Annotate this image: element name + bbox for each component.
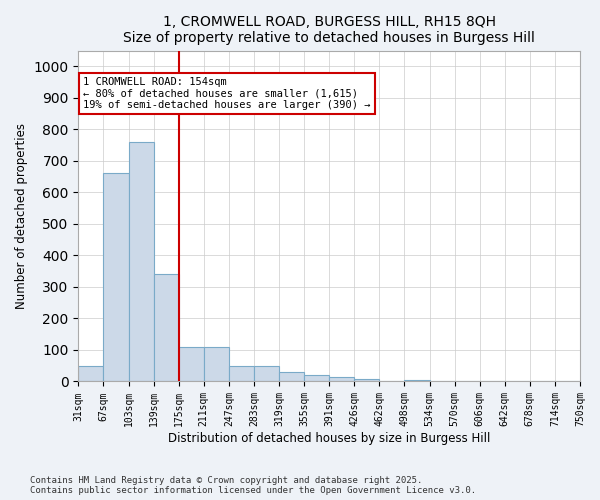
Title: 1, CROMWELL ROAD, BURGESS HILL, RH15 8QH
Size of property relative to detached h: 1, CROMWELL ROAD, BURGESS HILL, RH15 8QH… — [123, 15, 535, 45]
Bar — [279, 372, 304, 382]
Text: Contains HM Land Registry data © Crown copyright and database right 2025.
Contai: Contains HM Land Registry data © Crown c… — [30, 476, 476, 495]
Bar — [329, 376, 354, 382]
Bar — [128, 142, 154, 382]
Bar — [154, 274, 179, 382]
Bar — [179, 347, 204, 382]
Bar — [229, 366, 254, 382]
Bar — [254, 366, 279, 382]
Bar — [103, 174, 128, 382]
Y-axis label: Number of detached properties: Number of detached properties — [15, 123, 28, 309]
X-axis label: Distribution of detached houses by size in Burgess Hill: Distribution of detached houses by size … — [168, 432, 490, 445]
Bar — [204, 347, 229, 382]
Bar — [79, 366, 103, 382]
Bar — [404, 380, 430, 382]
Bar — [354, 379, 379, 382]
Bar — [304, 375, 329, 382]
Text: 1 CROMWELL ROAD: 154sqm
← 80% of detached houses are smaller (1,615)
19% of semi: 1 CROMWELL ROAD: 154sqm ← 80% of detache… — [83, 77, 371, 110]
